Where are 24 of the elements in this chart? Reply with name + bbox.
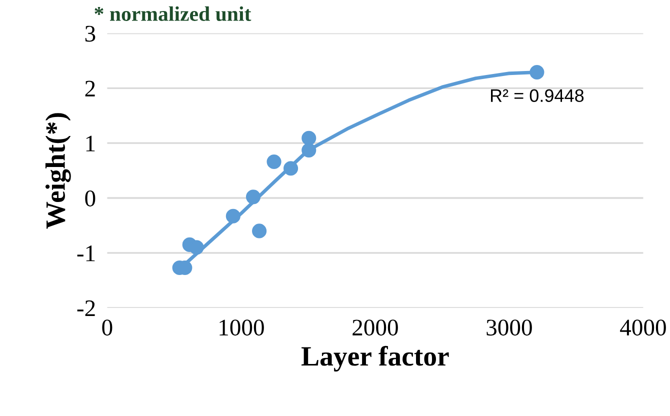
- y-axis-title: Weight(*): [45, 113, 71, 229]
- annotation: R² = 0.9448: [490, 89, 584, 102]
- point: [283, 161, 298, 176]
- point: [302, 130, 316, 146]
- text: * normalized unit: [94, 6, 252, 22]
- x-tick-label: 3000: [486, 320, 532, 336]
- point: [266, 154, 282, 170]
- point: [302, 142, 316, 158]
- y-tick-label: 3: [85, 26, 96, 42]
- x-axis-title: Layer factor: [301, 346, 449, 372]
- point: [252, 224, 267, 238]
- y-tick-label: -2: [77, 300, 95, 316]
- y-tick-label: 0: [85, 190, 96, 206]
- point: [226, 208, 240, 224]
- y-tick-label: 2: [85, 80, 95, 96]
- x-tick-label: 4000: [620, 320, 666, 336]
- point: [530, 64, 544, 80]
- point: [246, 190, 261, 204]
- point: [189, 240, 204, 255]
- x-tick-label: 0: [102, 320, 112, 336]
- y-tick-label: -1: [77, 246, 95, 262]
- x-tick-label: 2000: [352, 320, 398, 336]
- y-tick-label: 1: [86, 136, 95, 152]
- x-tick-label: 1000: [220, 320, 264, 336]
